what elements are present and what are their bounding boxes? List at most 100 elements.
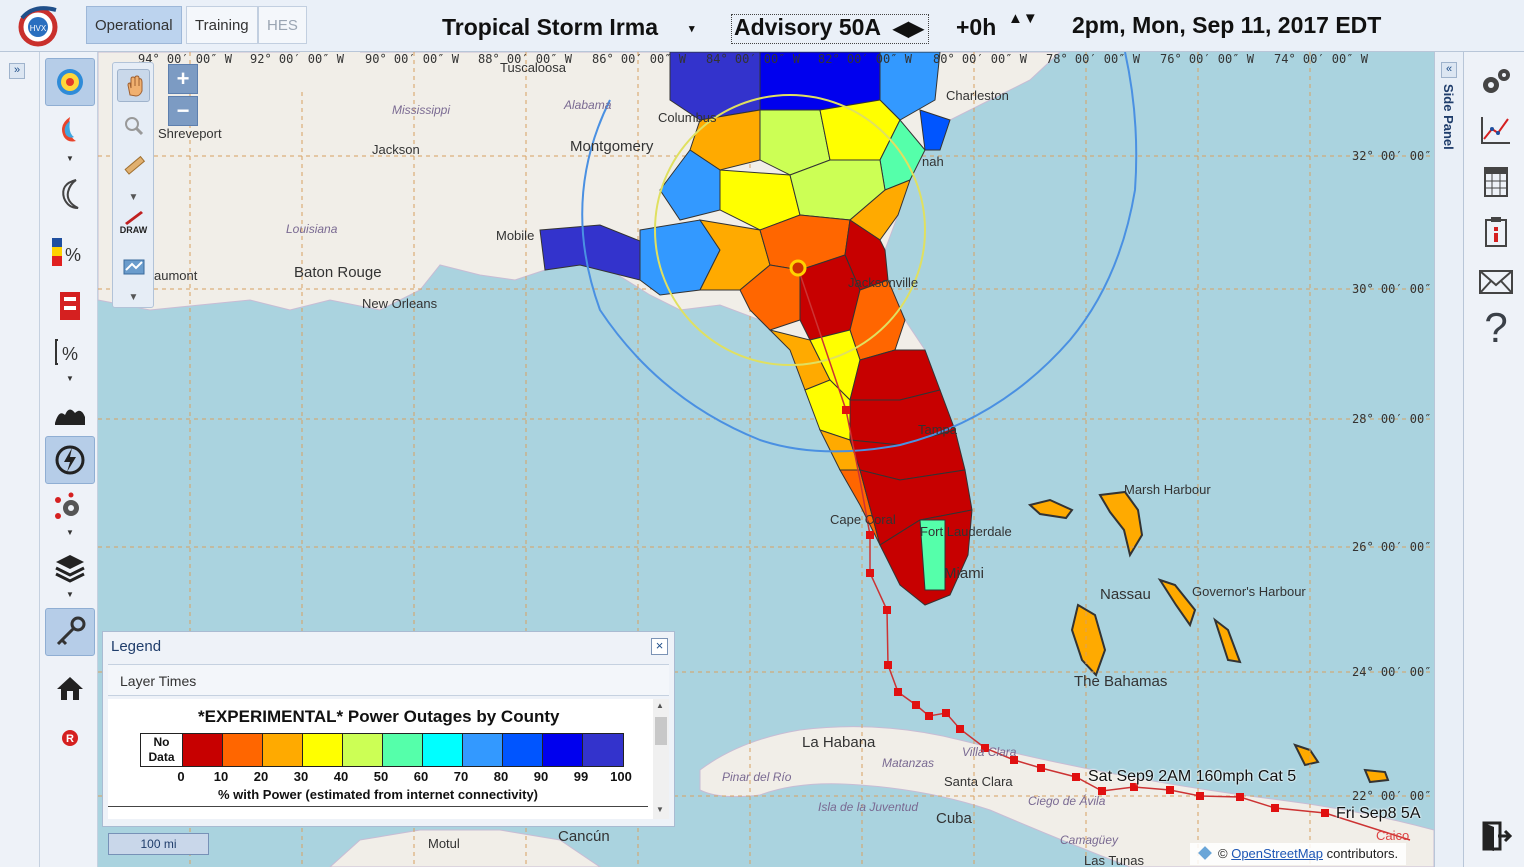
draw-pencil-icon[interactable]: DRAW (117, 205, 150, 238)
place-label: Mississippi (392, 103, 451, 117)
map-view[interactable]: 94° 00′ 00″ W 92° 00′ 00″ W 90° 00′ 00″ … (98, 52, 1434, 867)
mail-icon[interactable] (1476, 262, 1516, 302)
draw-label: DRAW (119, 224, 148, 235)
ruler-icon[interactable] (117, 149, 150, 182)
no-data-swatch: No Data (141, 734, 183, 766)
zoom-in-button[interactable]: + (168, 64, 198, 94)
svg-text:%: % (62, 344, 78, 364)
place-label: Fort Lauderdale (920, 524, 1012, 539)
tab-operational[interactable]: Operational (86, 6, 182, 44)
color-swatch (583, 734, 623, 766)
storm-surge-icon[interactable] (45, 390, 95, 438)
gears-icon[interactable] (1476, 62, 1516, 102)
zoom-search-icon[interactable] (117, 109, 150, 142)
red-blocks-icon[interactable] (45, 282, 95, 330)
side-panel-toggle-icon[interactable]: « (1441, 62, 1457, 78)
legend-scrollbar[interactable]: ▲ ▼ (653, 699, 669, 819)
svg-text:%: % (65, 245, 81, 265)
openstreetmap-link[interactable]: OpenStreetMap (1231, 846, 1323, 861)
yucatan-land (329, 829, 601, 867)
layers-small-icon (1198, 846, 1212, 860)
key-icon[interactable] (45, 608, 95, 656)
wind-swath-caret-icon[interactable]: ▼ (66, 154, 74, 163)
legend-tick: 10 (213, 769, 229, 784)
basemap-icon[interactable] (117, 249, 150, 282)
place-label: Nassau (1100, 586, 1151, 603)
settings-network-caret-icon[interactable]: ▼ (66, 528, 74, 537)
legend-tick: 100 (610, 769, 632, 784)
help-icon[interactable]: ? (1484, 304, 1508, 351)
zoom-out-button[interactable]: − (168, 96, 198, 126)
legend-heading: *EXPERIMENTAL* Power Outages by County (198, 707, 560, 726)
hvx-logo[interactable]: HVX (12, 4, 66, 48)
settings-network-icon[interactable] (45, 484, 95, 532)
place-label: Pinar del Río (722, 770, 792, 784)
percent-range-icon[interactable]: % (45, 328, 95, 376)
color-swatch (343, 734, 383, 766)
tab-training[interactable]: Training (186, 6, 258, 44)
map-canvas[interactable] (98, 52, 1434, 867)
color-swatch (463, 734, 503, 766)
left-rail: » (0, 52, 40, 867)
basemap-caret-icon[interactable]: ▼ (128, 292, 139, 303)
lat-label: 22° 00′ 00″ N (1352, 789, 1434, 803)
side-panel-strip[interactable]: « Side Panel (1434, 52, 1464, 867)
place-label: Caico (1376, 828, 1410, 843)
line-chart-icon[interactable] (1476, 110, 1516, 150)
place-label: Santa Clara (944, 774, 1013, 789)
layers-caret-icon[interactable]: ▼ (66, 590, 74, 599)
logout-icon[interactable] (1476, 816, 1516, 856)
place-label: Louisiana (286, 222, 338, 236)
place-label: Motul (428, 836, 460, 851)
advisory-label[interactable]: Advisory 50A (734, 14, 882, 40)
table-grid-icon[interactable] (1476, 162, 1516, 202)
percent-bar-icon[interactable]: % (45, 228, 95, 276)
lon-label: 92° 00′ 00″ W (250, 52, 344, 66)
advisory-selector[interactable] (731, 14, 929, 44)
place-label: Mobile (496, 228, 535, 243)
wind-swath-icon[interactable] (45, 106, 95, 154)
time-offset-stepper-icon[interactable]: ▲▼ (1008, 10, 1038, 27)
side-panel-label[interactable]: Side Panel (1441, 84, 1456, 150)
time-offset: +0h (956, 14, 997, 40)
legend-close-icon[interactable]: × (651, 638, 668, 655)
map-attribution: © OpenStreetMap contributors. (1190, 843, 1407, 865)
scroll-down-icon[interactable]: ▼ (656, 805, 664, 814)
hurricane-cone-icon[interactable] (45, 170, 95, 218)
storm-name[interactable]: Tropical Storm Irma (442, 14, 659, 40)
tab-hes[interactable]: HES (258, 6, 307, 44)
power-outage-icon[interactable] (45, 436, 95, 484)
lon-label: 76° 00′ 00″ W (1160, 52, 1254, 66)
ruler-caret-icon[interactable]: ▼ (128, 192, 139, 203)
expand-left-panel-icon[interactable]: » (9, 63, 25, 79)
place-label: Montgomery (570, 138, 654, 155)
place-label: Governor's Harbour (1192, 584, 1306, 599)
track-label-fri: Fri Sep8 5A (1336, 805, 1421, 822)
layers-icon[interactable] (45, 544, 95, 592)
pan-hand-icon[interactable] (117, 69, 150, 102)
report-icon[interactable] (1476, 212, 1516, 252)
legend-tick: 50 (373, 769, 389, 784)
storm-dropdown-caret-icon[interactable]: ▾ (689, 23, 695, 35)
tool-column: ▼ % % ▼ ▼ ▼ (40, 52, 98, 867)
advisory-prev-next-icon[interactable]: ◀▶ (893, 18, 924, 40)
place-label: Alabama (564, 98, 612, 112)
scroll-up-icon[interactable]: ▲ (656, 701, 664, 710)
color-swatch (383, 734, 423, 766)
percent-range-caret-icon[interactable]: ▼ (66, 374, 74, 383)
storm-rings-icon[interactable] (45, 58, 95, 106)
layer-times-section[interactable]: Layer Times (108, 664, 669, 696)
place-label: Isla de la Juventud (818, 800, 919, 814)
place-label: Tampa (918, 422, 958, 437)
home-icon[interactable] (45, 664, 95, 712)
lat-label: 30° 00′ 00″ N (1352, 282, 1434, 296)
place-label: Jackson (372, 142, 420, 157)
registered-icon[interactable]: R (45, 714, 95, 762)
attribution-prefix: © (1218, 846, 1228, 861)
place-label: Tuscaloosa (500, 60, 566, 75)
place-label: Miami (944, 565, 984, 582)
place-label: Villa Clara (962, 745, 1017, 759)
place-label: Baton Rouge (294, 264, 382, 281)
scroll-thumb[interactable] (655, 717, 667, 745)
cuba-land (699, 726, 1434, 867)
